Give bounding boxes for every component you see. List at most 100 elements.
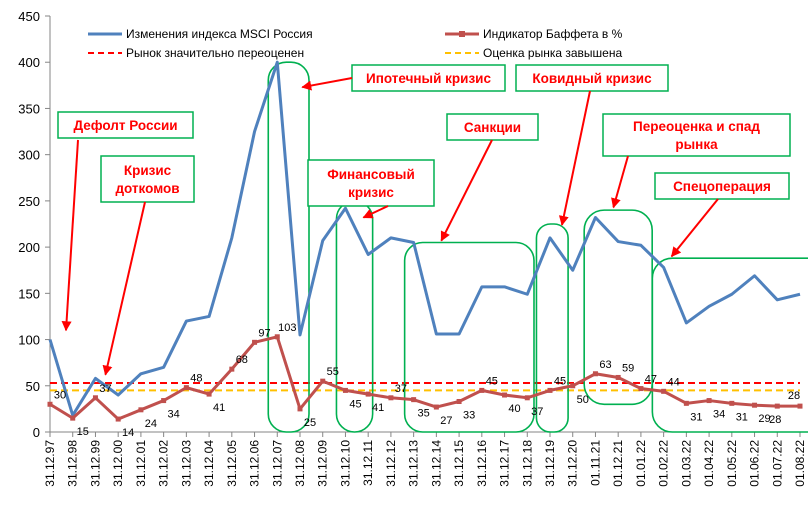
legend-label: Изменения индекса MSCI Россия: [126, 27, 313, 41]
buffett-point: [297, 406, 303, 412]
data-label: 40: [508, 403, 520, 415]
data-label: 45: [554, 375, 566, 387]
data-label: 37: [531, 406, 543, 418]
buffett-point: [797, 403, 803, 409]
annotation-box: [654, 172, 790, 200]
data-label: 45: [349, 398, 361, 410]
x-tick-label: 31.12.17: [498, 440, 512, 487]
x-tick-label: 31.12.18: [520, 440, 534, 487]
data-label: 34: [713, 409, 725, 421]
annotation-arrow: [301, 77, 353, 91]
x-tick-label: 01.04.22: [702, 440, 716, 487]
data-label: 97: [258, 327, 270, 339]
buffett-point: [183, 385, 189, 391]
x-tick-label: 31.12.14: [429, 440, 443, 487]
buffett-point: [342, 387, 348, 393]
y-tick-label: 400: [18, 55, 40, 70]
legend-label: Индикатор Баффета в %: [483, 27, 623, 41]
buffett-point: [92, 395, 98, 401]
highlight-oval: [267, 61, 310, 433]
data-label: 29: [758, 413, 770, 425]
data-label: 103: [278, 322, 296, 334]
annotations: Дефолт России Кризис доткомов Ипотечный кри…: [57, 64, 791, 376]
x-tick-label: 31.12.01: [134, 440, 148, 487]
annotation-text: Санкции: [464, 120, 521, 135]
data-label: 27: [440, 415, 452, 427]
data-labels: 30 15 37 14 24 34 48 41 68 97 103 25 55 45 41 37 35 27 33 4…: [54, 322, 800, 439]
data-label: 15: [77, 426, 89, 438]
highlight-ovals: [267, 61, 808, 433]
data-label: 35: [418, 408, 430, 420]
buffett-point: [388, 395, 394, 401]
buffett-point: [365, 391, 371, 397]
x-tick-label: 31.12.98: [66, 440, 80, 487]
buffett-point: [547, 387, 553, 393]
buffett-point: [752, 402, 758, 408]
legend: Изменения индекса MSCI Россия Индикатор Б…: [88, 27, 623, 60]
x-tick-label: 31.12.97: [43, 440, 57, 487]
annotation-text: Переоценка и спад: [633, 119, 760, 134]
y-tick-label: 100: [18, 333, 40, 348]
buffett-point: [683, 400, 689, 406]
buffett-point: [274, 334, 280, 340]
x-tick-label: 31.12.08: [293, 440, 307, 487]
buffett-point: [229, 366, 235, 372]
x-tick-label: 01.11.21: [588, 440, 602, 486]
annotation-text: кризис: [348, 185, 394, 200]
data-label: 47: [645, 374, 657, 386]
x-tick-label: 31.12.04: [202, 440, 216, 487]
x-tick-label: 31.12.15: [452, 440, 466, 487]
x-tick-label: 31.12.99: [88, 440, 102, 487]
msci-russia-line: [48, 60, 801, 417]
annotation-text: Спецоперация: [673, 179, 771, 194]
data-label: 31: [690, 411, 702, 423]
legend-label: Рынок значительно переоценен: [126, 46, 304, 60]
annotation-text: доткомов: [115, 181, 179, 196]
buffett-point: [206, 391, 212, 397]
data-label: 31: [736, 411, 748, 423]
axes: 0 50 100 150 200 250 300 350 400 450 31.12.97 31.12…: [18, 9, 807, 487]
reference-lines: [50, 382, 800, 392]
data-label: 55: [327, 366, 339, 378]
annotation-text: Ипотечный кризис: [366, 71, 491, 86]
y-tick-label: 300: [18, 148, 40, 163]
data-label: 41: [372, 402, 384, 414]
highlight-oval: [335, 200, 374, 433]
buffett-point: [47, 401, 53, 407]
annotation-box: [57, 111, 194, 139]
data-label: 44: [668, 376, 680, 388]
y-tick-label: 200: [18, 240, 40, 255]
buffett-point: [774, 403, 780, 409]
y-tick-label: 50: [26, 379, 40, 394]
data-label: 48: [190, 373, 202, 385]
x-tick-label: 31.12.00: [111, 440, 125, 487]
annotation-text: Финансовый: [327, 167, 415, 182]
highlight-oval: [535, 223, 569, 433]
y-tick-label: 250: [18, 194, 40, 209]
highlight-oval: [651, 257, 808, 433]
data-label: 28: [788, 390, 800, 402]
buffett-point: [252, 339, 258, 345]
data-label: 68: [236, 354, 248, 366]
x-tick-label: 01.06.22: [748, 440, 762, 487]
x-tick-label: 31.12.19: [543, 440, 557, 487]
x-tick-label: 31.12.05: [225, 440, 239, 487]
x-tick-label: 01.05.22: [725, 440, 739, 487]
annotation-text: рынка: [675, 137, 718, 152]
data-label: 59: [622, 362, 634, 374]
data-label: 33: [463, 409, 475, 421]
data-label: 28: [769, 414, 781, 426]
data-label: 34: [168, 409, 180, 421]
buffett-point: [661, 388, 667, 394]
x-tick-label: 01.01.22: [634, 440, 648, 487]
annotation-arrow: [670, 198, 719, 258]
buffett-point: [479, 387, 485, 393]
y-tick-label: 0: [33, 425, 40, 440]
data-label: 30: [54, 389, 66, 401]
x-tick-label: 01.08.22: [793, 440, 807, 487]
annotation-arrow: [61, 139, 79, 332]
x-tick-label: 01.12.21: [611, 440, 625, 487]
buffett-point: [138, 407, 144, 413]
data-label: 37: [395, 383, 407, 395]
buffett-point: [433, 404, 439, 410]
